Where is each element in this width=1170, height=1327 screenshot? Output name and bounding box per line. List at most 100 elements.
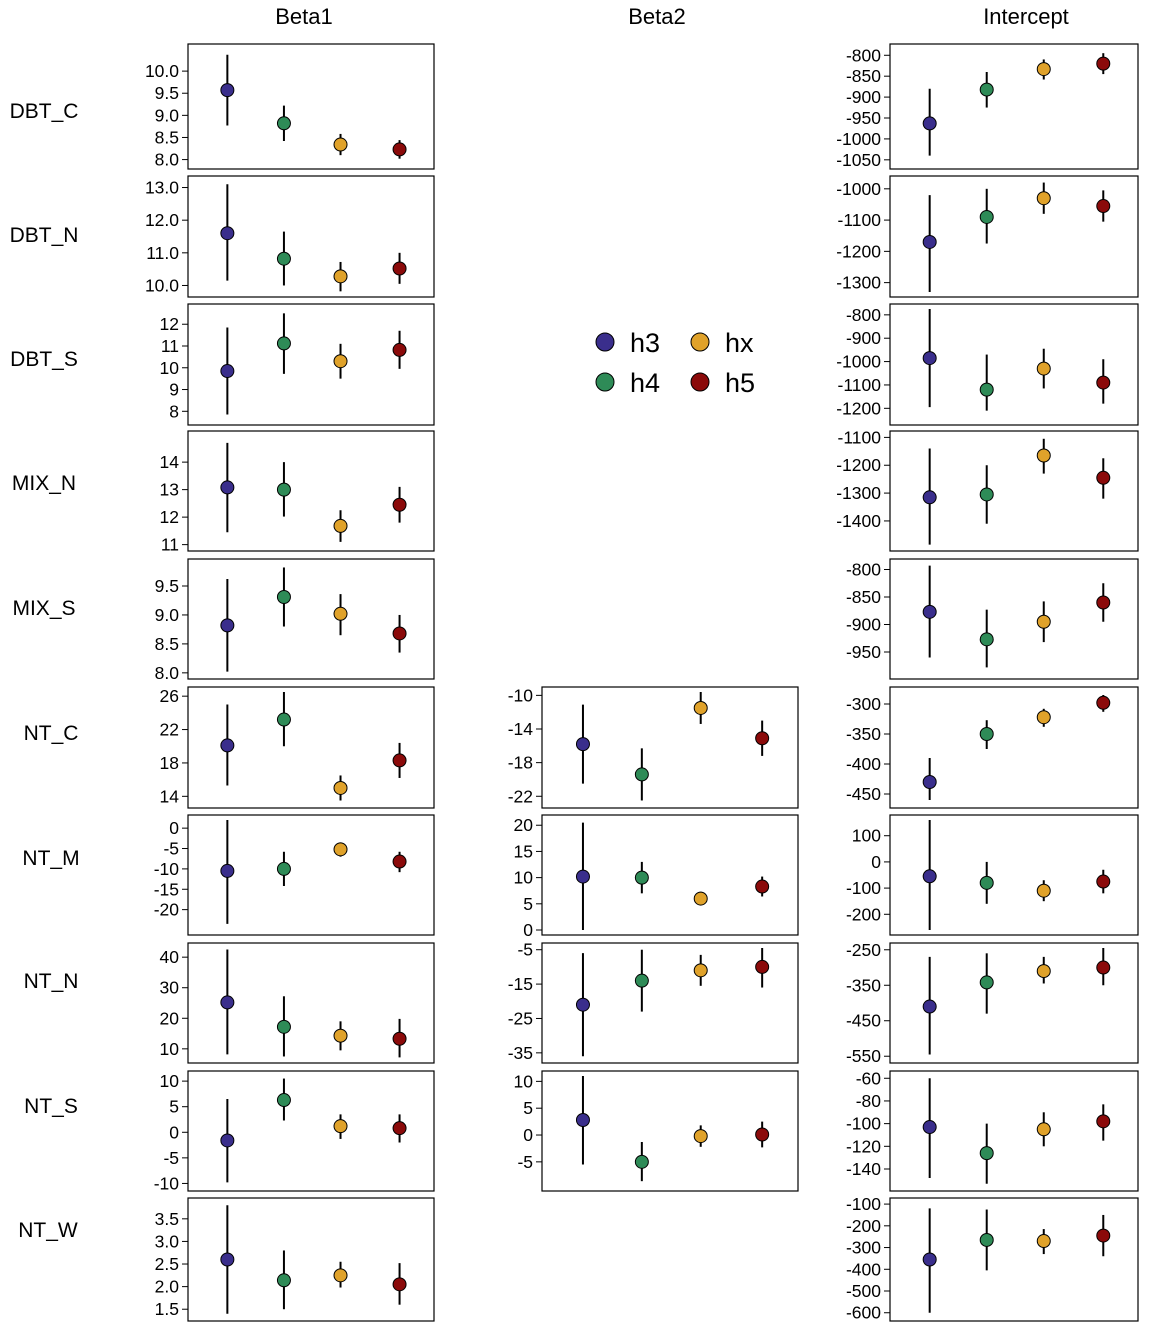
panel-mix-s-beta1-point-h5	[392, 626, 407, 641]
panel-nt-n-intercept-point-h4	[979, 975, 994, 990]
panel-nt-n-beta2: -5 -15 -25 -35	[508, 940, 799, 1064]
legend-marker-h4	[595, 372, 615, 392]
panel-dbt-s-beta1-tick-label: 8	[169, 401, 179, 421]
panel-nt-c-beta1-point-hx	[333, 780, 348, 795]
panel-nt-n-intercept-point-h5	[1096, 960, 1111, 975]
panel-nt-m-beta1-point-h3	[220, 863, 235, 878]
panel-nt-w-intercept-point-h4	[979, 1232, 994, 1247]
row-label-dbt-s: DBT_S	[10, 348, 78, 371]
panel-dbt-c-intercept-tick-label: -850	[846, 66, 881, 86]
panel-dbt-n-beta1-point-h4	[276, 251, 291, 266]
panel-dbt-s-intercept-tick-label: -1200	[836, 398, 881, 418]
panel-dbt-n-intercept-tick-label: -1100	[838, 210, 882, 230]
panel-dbt-n-beta1: 10.0 11.0 12.0 13.0	[145, 175, 435, 298]
panel-dbt-c-intercept: -800-850-900-950-1000-1050	[836, 43, 1139, 170]
panel-nt-s-beta1-tick-label: 0	[169, 1122, 179, 1142]
panel-nt-s-intercept-point-h4	[979, 1146, 994, 1161]
panel-nt-c-intercept-point-h4	[979, 727, 994, 741]
panel-dbt-n-intercept-point-hx	[1036, 191, 1051, 206]
col-title-beta2: Beta2	[628, 4, 686, 29]
row-label-dbt-n: DBT_N	[10, 224, 79, 247]
panel-nt-m-beta1-tick-label: -5	[163, 839, 179, 859]
panel-nt-n-beta2-point-h4	[634, 973, 649, 988]
panel-dbt-c-beta1-tick-label: 9.5	[155, 83, 179, 103]
panel-mix-s-intercept-tick-label: -800	[846, 560, 881, 580]
panel-mix-n-beta1-point-h5	[392, 497, 407, 512]
panel-nt-m-beta2-frame	[541, 814, 799, 936]
panel-nt-w-intercept-point-h3	[922, 1252, 937, 1267]
panel-nt-s-intercept-tick-label: -100	[846, 1114, 881, 1134]
row-label-mix-s: MIX_S	[12, 597, 75, 620]
panel-nt-n-beta1-point-hx	[333, 1028, 348, 1043]
panel-dbt-s-intercept: -800 -900 -1000 -1100 -1200	[836, 303, 1139, 426]
panel-dbt-c-intercept-point-h4	[979, 82, 994, 97]
panel-nt-s-intercept-point-h5	[1096, 1114, 1111, 1129]
panel-nt-n-intercept-tick-label: -250	[846, 940, 881, 960]
panel-nt-c-beta2-point-hx	[693, 700, 708, 715]
panel-nt-c-beta1-tick-label: 18	[160, 753, 179, 773]
panel-mix-s-intercept: -800 -850 -900 -950	[846, 558, 1139, 680]
panel-dbt-c-beta1-point-h5	[392, 142, 407, 157]
panel-mix-s-intercept-point-h5	[1096, 595, 1111, 610]
panel-mix-n-beta1-point-h3	[220, 480, 235, 495]
panel-nt-w-beta1-point-h5	[392, 1277, 407, 1292]
panel-mix-s-intercept-point-hx	[1036, 614, 1051, 629]
row-label-nt-c: NT_C	[24, 722, 79, 745]
legend-label-hx: hx	[725, 328, 754, 358]
panel-nt-s-beta2-point-h5	[755, 1127, 770, 1142]
panel-nt-s-intercept-tick-label: -60	[856, 1068, 882, 1088]
panel-dbt-c-intercept-tick-label: -1000	[836, 129, 881, 149]
panel-mix-n-beta1-point-hx	[333, 518, 348, 533]
panel-mix-n-beta1-tick-label: 12	[160, 507, 179, 527]
panel-nt-c-beta1-tick-label: 22	[160, 720, 179, 740]
panel-dbt-n-beta1-tick-label: 12.0	[145, 210, 179, 230]
panel-nt-s-beta1: 10 5 0 -5 -10	[154, 1070, 435, 1193]
panel-mix-s-beta1-tick-label: 9.0	[155, 605, 180, 625]
panel-nt-s-beta2-tick-label: -5	[517, 1152, 533, 1172]
panel-nt-c-beta2: -10 -14 -18 -22	[508, 685, 799, 809]
col-title-beta1: Beta1	[275, 4, 333, 29]
panel-nt-s-beta2: 10 5 0 -5	[514, 1070, 799, 1192]
panel-nt-n-beta2-tick-label: -25	[508, 1008, 533, 1028]
panel-nt-n-beta2-tick-label: -35	[508, 1043, 533, 1063]
panel-mix-n-beta1-tick-label: 11	[161, 535, 179, 555]
panel-dbt-c-beta1-point-h4	[276, 116, 291, 131]
panel-nt-s-beta1-point-h3	[220, 1133, 235, 1148]
panel-nt-w-intercept-tick-label: -100	[846, 1194, 881, 1214]
panel-nt-c-beta2-tick-label: -14	[508, 719, 534, 739]
panel-dbt-c-intercept-tick-label: -800	[846, 45, 881, 65]
panel-nt-c-intercept-tick-label: -400	[846, 754, 881, 774]
panel-nt-c-intercept-tick-label: -300	[846, 694, 881, 714]
panel-dbt-s-intercept-point-h3	[922, 351, 937, 366]
panel-nt-n-beta1-tick-label: 30	[160, 978, 180, 998]
panel-mix-n-beta1: 11 12 13 14	[160, 430, 435, 555]
panel-mix-s-intercept-tick-label: -850	[846, 587, 881, 607]
panel-dbt-c-intercept-tick-label: -1050	[836, 150, 881, 170]
panel-nt-w-beta1-tick-label: 2.0	[155, 1277, 180, 1297]
panel-nt-m-beta1: 0-5-10-15-20	[154, 814, 435, 936]
panel-nt-m-intercept-tick-label: 100	[852, 826, 881, 846]
panel-nt-m-beta1-tick-label: -15	[154, 879, 179, 899]
panel-dbt-s-beta1-tick-label: 11	[161, 336, 179, 356]
panel-dbt-s-beta1-tick-label: 9	[169, 380, 179, 400]
panel-nt-c-beta1-point-h4	[276, 712, 291, 727]
panel-nt-n-beta1-point-h4	[276, 1019, 291, 1034]
panel-nt-c-intercept-point-hx	[1036, 710, 1051, 725]
panel-dbt-n-intercept-tick-label: -1300	[836, 273, 881, 293]
panel-nt-s-intercept-point-h3	[922, 1120, 937, 1135]
panel-nt-w-beta1: 3.53.0 2.5 2.01.5	[155, 1197, 435, 1322]
panel-mix-s-beta1-tick-label: 9.5	[155, 576, 179, 596]
panel-nt-s-beta1-point-hx	[333, 1119, 348, 1134]
panel-mix-s-beta1-point-h3	[220, 618, 235, 633]
row-labels: DBT_C DBT_N DBT_S MIX_N MIX_S NT_C NT_M …	[10, 100, 80, 1242]
panel-mix-n-intercept-tick-label: -1100	[838, 427, 882, 447]
panel-nt-w-beta1-point-hx	[333, 1268, 348, 1283]
panel-nt-m-beta1-point-h5	[392, 854, 407, 869]
panel-mix-n-intercept-tick-label: -1300	[836, 483, 881, 503]
panels: 8.08.59.09.510.0-800-850-900-950-1000-10…	[145, 43, 1139, 1323]
panel-nt-m-beta2-point-h4	[634, 870, 649, 885]
panel-nt-m-beta1-tick-label: -20	[154, 900, 180, 920]
panel-nt-w-beta1-tick-label: 2.5	[155, 1254, 179, 1274]
panel-nt-c-intercept-point-h5	[1096, 695, 1111, 710]
panel-dbt-n-intercept: -1000 -1100 -1200 -1300	[836, 175, 1139, 298]
